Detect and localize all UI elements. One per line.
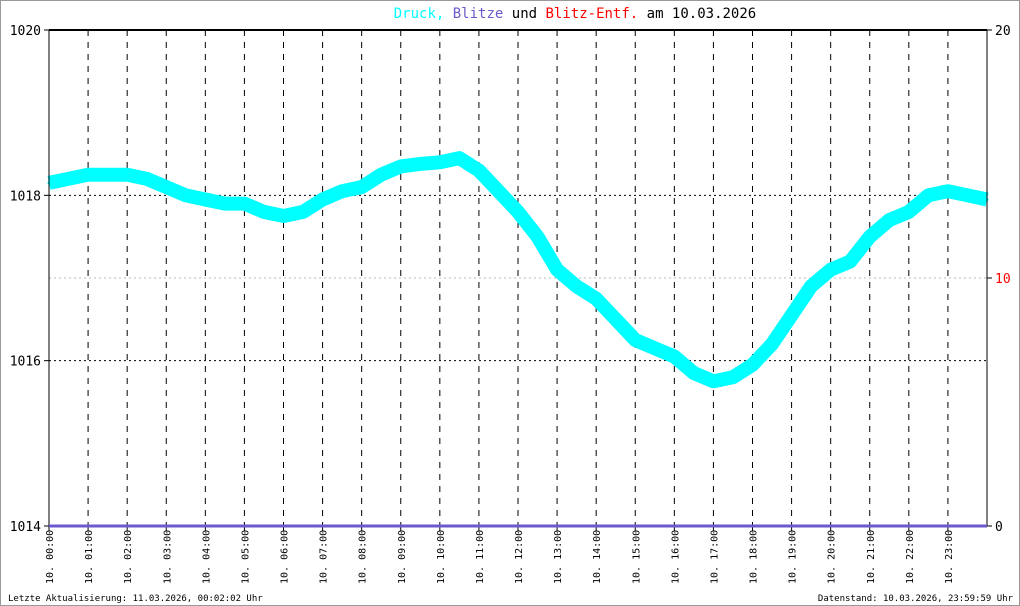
x-tick-label: 10. 21:00	[866, 530, 877, 584]
pressure-point	[262, 210, 266, 214]
pressure-point	[457, 156, 461, 160]
pressure-point	[633, 338, 637, 342]
pressure-point	[926, 193, 930, 197]
pressure-point	[614, 317, 618, 321]
x-tick-label: 10. 23:00	[944, 530, 955, 584]
x-tick-label: 10. 02:00	[123, 530, 134, 584]
y-right-tick-label: 10	[995, 272, 1011, 287]
pressure-point	[555, 268, 559, 272]
y-left-tick-label: 1014	[10, 520, 41, 535]
title-part: Blitze	[444, 6, 503, 22]
pressure-point	[164, 185, 168, 189]
pressure-point	[340, 189, 344, 193]
y-left-tick-label: 1018	[10, 189, 41, 204]
pressure-point	[418, 162, 422, 166]
y-left-tick-label: 1020	[10, 24, 41, 39]
pressure-point	[184, 193, 188, 197]
title-part: am 10.03.2026	[638, 6, 756, 22]
pressure-point	[360, 185, 364, 189]
x-tick-label: 10. 22:00	[905, 530, 916, 584]
x-tick-label: 10. 07:00	[319, 530, 330, 584]
title-part: Blitz-Entf.	[537, 6, 638, 22]
pressure-point	[379, 173, 383, 177]
footer-data-status: Datenstand: 10.03.2026, 23:59:59 Uhr	[818, 594, 1014, 604]
pressure-point	[399, 164, 403, 168]
pressure-point	[770, 342, 774, 346]
pressure-point	[692, 371, 696, 375]
x-tick-label: 10. 01:00	[84, 530, 95, 584]
pressure-point	[125, 173, 129, 177]
pressure-point	[477, 169, 481, 173]
pressure-point	[145, 177, 149, 181]
pressure-point	[790, 313, 794, 317]
x-tick-label: 10. 14:00	[592, 530, 603, 584]
pressure-point	[496, 189, 500, 193]
pressure-point	[653, 346, 657, 350]
x-tick-label: 10. 03:00	[162, 530, 173, 584]
title-part: Druck,	[394, 6, 445, 22]
x-tick-label: 10. 06:00	[280, 530, 291, 584]
pressure-point	[907, 210, 911, 214]
pressure-point	[203, 197, 207, 201]
pressure-point	[536, 235, 540, 239]
pressure-point	[848, 259, 852, 263]
x-tick-label: 10. 00:00	[45, 530, 56, 584]
footer-last-update: Letzte Aktualisierung: 11.03.2026, 00:02…	[8, 594, 263, 604]
pressure-point	[86, 173, 90, 177]
y-left-tick-label: 1016	[10, 355, 41, 370]
pressure-point	[301, 210, 305, 214]
pressure-point	[731, 375, 735, 379]
x-tick-label: 10. 13:00	[553, 530, 564, 584]
x-tick-label: 10. 19:00	[788, 530, 799, 584]
pressure-point	[809, 284, 813, 288]
pressure-point	[106, 173, 110, 177]
pressure-point	[965, 193, 969, 197]
x-tick-label: 10. 17:00	[709, 530, 720, 584]
pressure-point	[242, 202, 246, 206]
x-tick-label: 10. 12:00	[514, 530, 525, 584]
y-right-tick-label: 20	[995, 24, 1011, 39]
pressure-point	[868, 235, 872, 239]
pressure-point	[438, 160, 442, 164]
pressure-point	[711, 379, 715, 383]
x-tick-label: 10. 04:00	[201, 530, 212, 584]
pressure-point	[321, 197, 325, 201]
pressure-point	[282, 214, 285, 218]
x-tick-label: 10. 15:00	[631, 530, 642, 584]
pressure-point	[946, 189, 950, 193]
pressure-point	[829, 268, 833, 272]
x-tick-label: 10. 20:00	[827, 530, 838, 584]
x-tick-label: 10. 05:00	[240, 530, 251, 584]
chart-title: Druck, Blitze und Blitz-Entf. am 10.03.2…	[394, 6, 756, 22]
pressure-point	[594, 297, 598, 301]
x-tick-label: 10. 11:00	[475, 530, 486, 584]
pressure-point	[516, 210, 520, 214]
pressure-point	[67, 177, 71, 181]
pressure-point	[223, 202, 227, 206]
x-tick-label: 10. 08:00	[358, 530, 369, 584]
x-tick-label: 10. 18:00	[749, 530, 760, 584]
x-tick-label: 10. 16:00	[670, 530, 681, 584]
x-tick-label: 10. 10:00	[436, 530, 447, 584]
pressure-point	[672, 355, 676, 359]
pressure-point	[751, 363, 754, 367]
pressure-point	[575, 284, 579, 288]
title-part: und	[503, 6, 537, 22]
x-tick-label: 10. 09:00	[397, 530, 408, 584]
y-right-tick-label: 0	[995, 520, 1003, 535]
pressure-point	[887, 218, 891, 222]
